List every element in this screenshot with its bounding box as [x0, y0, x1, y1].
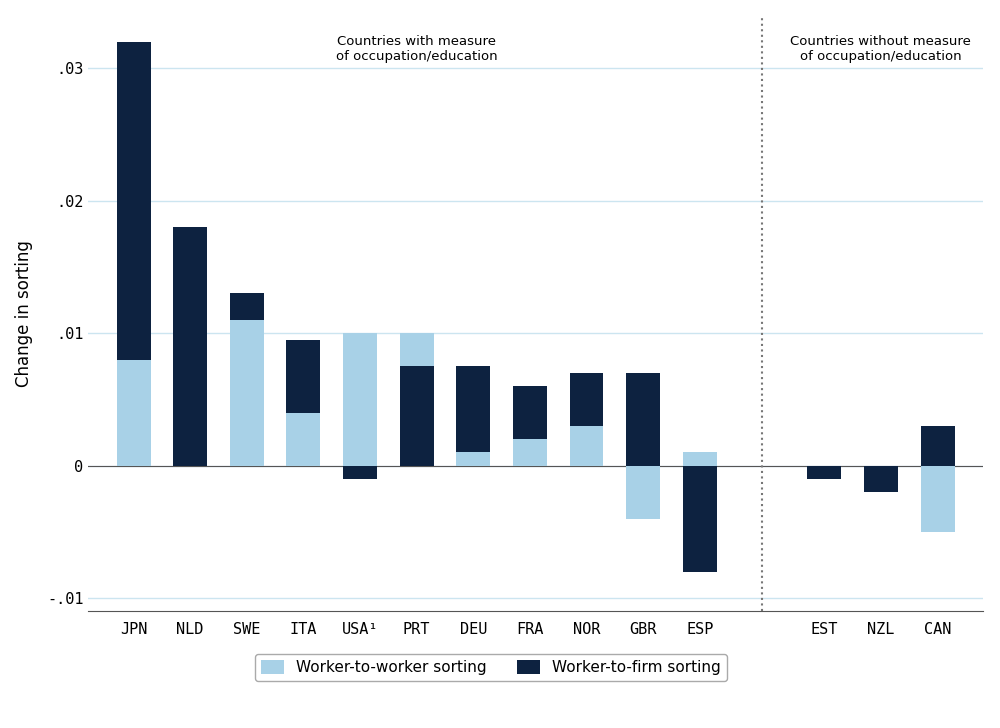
- Bar: [230, 320, 264, 466]
- Text: Countries without measure
of occupation/education: Countries without measure of occupation/…: [790, 35, 971, 63]
- Bar: [921, 466, 955, 532]
- Bar: [864, 466, 898, 492]
- Bar: [117, 360, 151, 466]
- Bar: [230, 293, 264, 466]
- Bar: [513, 386, 547, 466]
- Bar: [626, 466, 660, 518]
- Bar: [286, 340, 320, 466]
- Bar: [286, 413, 320, 466]
- Bar: [570, 373, 603, 466]
- Bar: [456, 452, 490, 466]
- Bar: [921, 426, 955, 466]
- Bar: [683, 466, 717, 571]
- Text: Countries with measure
of occupation/education: Countries with measure of occupation/edu…: [336, 35, 497, 63]
- Bar: [807, 466, 841, 479]
- Bar: [343, 466, 377, 479]
- Bar: [400, 333, 434, 466]
- Bar: [173, 227, 207, 466]
- Bar: [456, 366, 490, 466]
- Bar: [807, 466, 841, 479]
- Bar: [400, 366, 434, 466]
- Bar: [117, 41, 151, 466]
- Y-axis label: Change in sorting: Change in sorting: [15, 240, 33, 387]
- Bar: [864, 466, 898, 492]
- Legend: Worker-to-worker sorting, Worker-to-firm sorting: Worker-to-worker sorting, Worker-to-firm…: [255, 654, 727, 681]
- Bar: [683, 452, 717, 466]
- Bar: [343, 333, 377, 466]
- Bar: [513, 439, 547, 466]
- Bar: [570, 426, 603, 466]
- Bar: [626, 373, 660, 466]
